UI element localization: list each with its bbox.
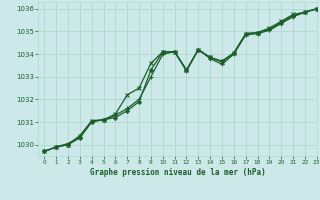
X-axis label: Graphe pression niveau de la mer (hPa): Graphe pression niveau de la mer (hPa) [90, 168, 266, 177]
